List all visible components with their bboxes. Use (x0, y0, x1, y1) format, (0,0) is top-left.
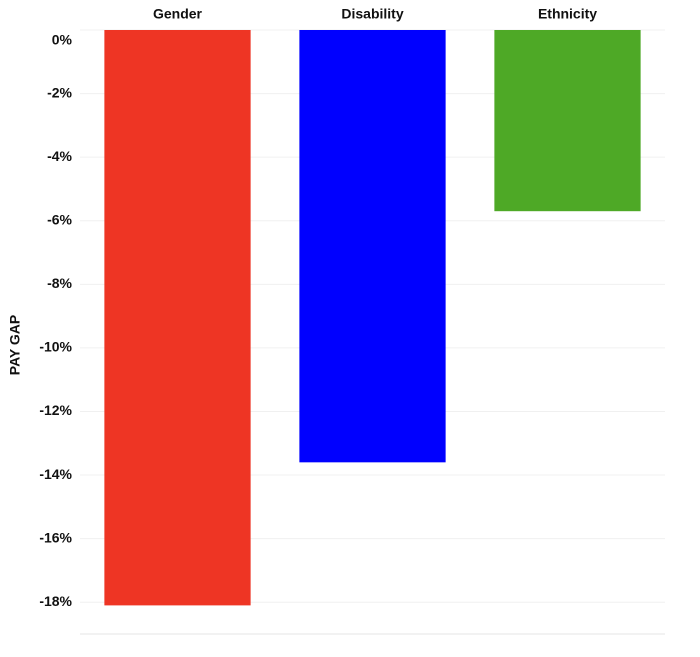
y-tick-label: -16% (39, 529, 72, 545)
y-tick-label: -8% (47, 275, 72, 291)
y-tick-label: -14% (39, 466, 72, 482)
y-tick-label: -6% (47, 211, 72, 227)
category-label: Ethnicity (538, 6, 597, 22)
bar (104, 30, 251, 606)
bar (494, 30, 641, 212)
y-tick-label: 0% (52, 32, 73, 48)
y-tick-label: -2% (47, 84, 72, 100)
bar (299, 30, 446, 463)
y-tick-label: -12% (39, 402, 72, 418)
y-tick-label: -18% (39, 593, 72, 609)
y-tick-label: -4% (47, 148, 72, 164)
y-tick-label: -10% (39, 339, 72, 355)
category-label: Gender (153, 6, 203, 22)
y-axis-label: PAY GAP (7, 315, 23, 375)
category-label: Disability (341, 6, 403, 22)
